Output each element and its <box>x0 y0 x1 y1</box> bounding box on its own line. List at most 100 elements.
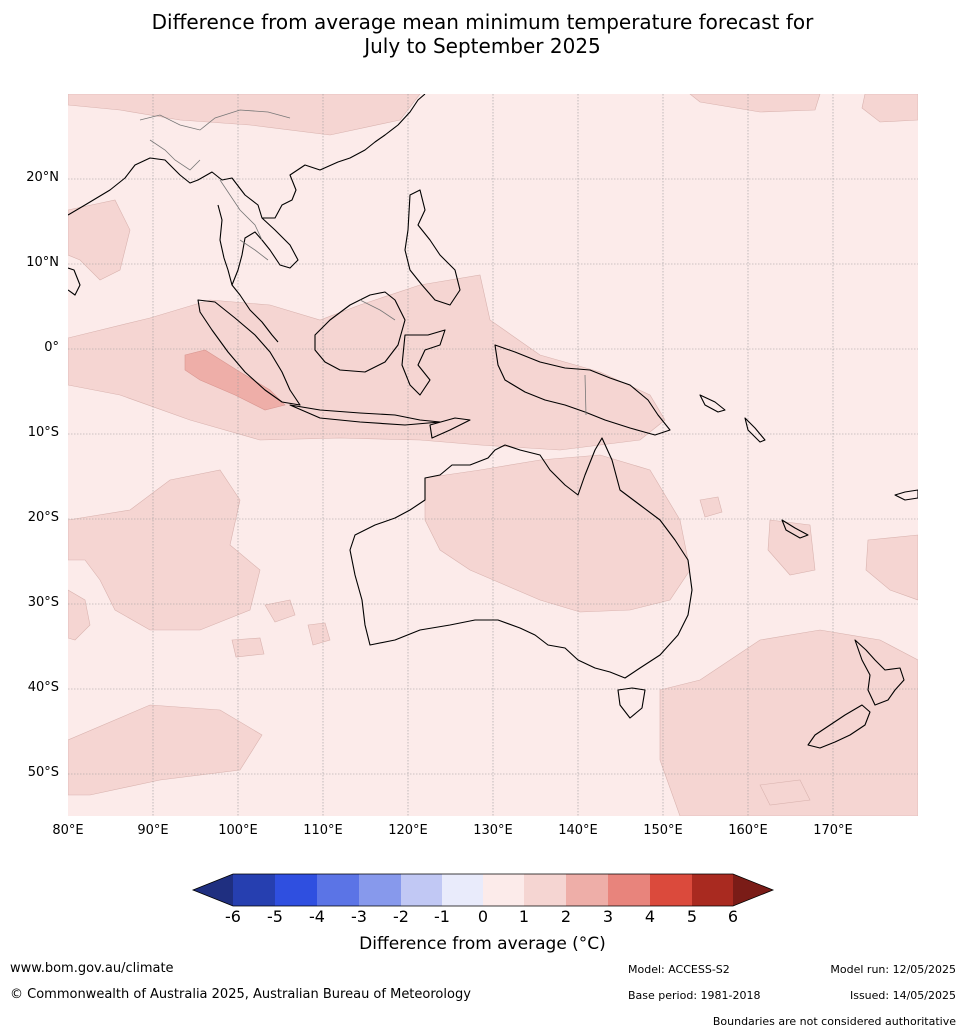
lon-label: 80°E <box>52 823 84 838</box>
anomaly-1-to-2-regions <box>68 94 918 816</box>
colorbar-bin <box>524 874 566 906</box>
anomaly-2-to-3-region <box>184 349 286 411</box>
title-line-2: July to September 2025 <box>364 34 601 58</box>
colorbar-tick: 1 <box>518 907 530 926</box>
colorbar-tick: 5 <box>686 907 698 926</box>
anomaly-region-southern-ocean <box>68 704 263 796</box>
coast-new-zealand-north <box>854 639 905 706</box>
lon-label: 150°E <box>643 823 683 838</box>
anomaly-region-maritime <box>68 274 666 451</box>
colorbar-label: Difference from average (°C) <box>359 934 606 954</box>
anomaly-region-tasman <box>659 629 918 816</box>
coast-tasmania <box>617 687 646 719</box>
lon-label: 110°E <box>303 823 343 838</box>
title-line-1: Difference from average mean minimum tem… <box>151 10 814 34</box>
colorbar-bin <box>650 874 692 906</box>
copyright-text: © Commonwealth of Australia 2025, Austra… <box>10 987 471 1002</box>
coast-india-east <box>68 267 81 296</box>
anomaly-region-patch-c <box>231 637 265 658</box>
anomaly-region-australia <box>424 454 691 613</box>
coastlines <box>68 94 918 749</box>
lat-label: 0° <box>44 340 59 355</box>
lat-label: 20°S <box>27 510 59 525</box>
coast-malay-peninsula <box>217 204 233 286</box>
coast-solomons <box>699 394 726 413</box>
model-name: Model: ACCESS-S2 <box>628 963 730 976</box>
colorbar-tick: -4 <box>309 907 325 926</box>
colorbar-bin <box>566 874 608 906</box>
map-area <box>68 94 918 816</box>
colorbar-bin <box>401 874 442 906</box>
coast-vanuatu <box>744 417 766 443</box>
lat-label: 30°S <box>27 595 59 610</box>
colorbar-outline <box>191 873 775 907</box>
website-link[interactable]: www.bom.gov.au/climate <box>10 961 174 976</box>
coast-java <box>289 404 441 426</box>
coast-fiji <box>894 489 918 501</box>
lon-label: 130°E <box>473 823 513 838</box>
colorbar-tick: 6 <box>727 907 739 926</box>
coast-new-caledonia <box>781 519 809 539</box>
anomaly-region-coral-sea <box>699 496 723 518</box>
coast-indochina <box>231 217 299 343</box>
colorbar-tick: 3 <box>602 907 614 926</box>
colorbar-tick: -5 <box>267 907 283 926</box>
lat-label: 10°N <box>26 255 59 270</box>
chart-title: Difference from average mean minimum tem… <box>0 10 965 58</box>
lon-label: 100°E <box>218 823 258 838</box>
colorbar-tick: 4 <box>644 907 656 926</box>
anomaly-region-west-india <box>68 199 131 281</box>
colorbar-tick: -2 <box>393 907 409 926</box>
colorbar <box>191 873 775 907</box>
colorbar-tick: -1 <box>434 907 450 926</box>
anomaly-region-pacific-far-east <box>865 534 918 601</box>
coast-australia <box>349 437 693 679</box>
anomaly-region-indian-ocean-west <box>68 589 91 641</box>
colorbar-bin <box>692 874 733 906</box>
anomaly-region-northeast <box>689 94 821 113</box>
coast-borneo <box>314 291 406 373</box>
colorbar-bin <box>317 874 359 906</box>
colorbar-bin <box>359 874 401 906</box>
anomaly-region-south-patch <box>759 779 811 806</box>
base-period: Base period: 1981-2018 <box>628 989 761 1002</box>
lat-label: 40°S <box>27 680 59 695</box>
boundaries-disclaimer: Boundaries are not considered authoritat… <box>712 1015 956 1028</box>
colorbar-bin <box>233 874 275 906</box>
lon-label: 140°E <box>558 823 598 838</box>
colorbar-tick: 0 <box>477 907 489 926</box>
model-run-date: Model run: 12/05/2025 <box>830 963 956 976</box>
lon-label: 160°E <box>728 823 768 838</box>
country-borders <box>139 109 587 416</box>
colorbar-bin <box>442 874 483 906</box>
coast-new-guinea <box>494 344 671 436</box>
anomaly-region-patch-b <box>307 622 331 646</box>
anomaly-region-northeast-corner <box>861 94 918 123</box>
coast-philippines <box>404 189 461 306</box>
colorbar-bin <box>608 874 650 906</box>
coast-sulawesi <box>401 329 446 396</box>
anomaly-region-pacific-east <box>767 519 816 576</box>
colorbar-tick: -6 <box>225 907 241 926</box>
anomaly-region-patch-a <box>264 599 296 623</box>
lat-label: 50°S <box>27 765 59 780</box>
colorbar-extend-low <box>193 874 233 906</box>
lat-label: 20°N <box>26 170 59 185</box>
colorbar-tick: -3 <box>351 907 367 926</box>
graticule <box>68 94 918 816</box>
lon-label: 120°E <box>388 823 428 838</box>
lat-label: 10°S <box>27 425 59 440</box>
issued-date: Issued: 14/05/2025 <box>849 989 956 1002</box>
lon-label: 170°E <box>813 823 853 838</box>
anomaly-region-indian-ocean <box>68 469 261 631</box>
lon-label: 90°E <box>137 823 169 838</box>
coast-timor <box>429 417 471 439</box>
coast-asia-mainland <box>68 94 426 219</box>
coast-sumatra <box>197 299 301 406</box>
colorbar-extend-high <box>733 874 773 906</box>
colorbar-bin <box>483 874 524 906</box>
colorbar-bin <box>275 874 317 906</box>
anomaly-region-north <box>68 94 421 136</box>
colorbar-tick: 2 <box>560 907 572 926</box>
